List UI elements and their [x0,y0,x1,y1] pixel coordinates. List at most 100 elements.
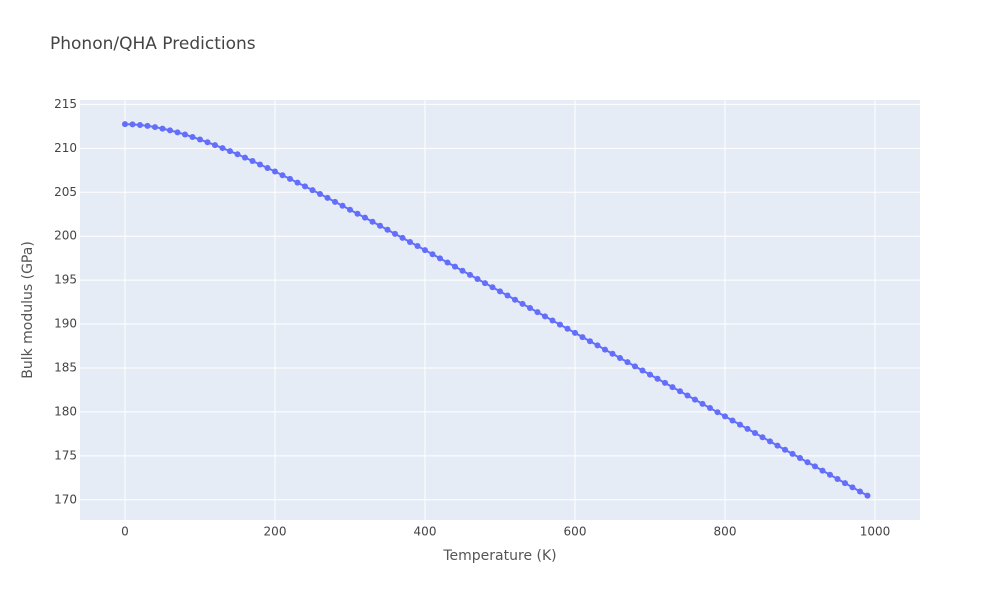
x-axis-title: Temperature (K) [442,548,556,564]
point [429,251,436,258]
grid [80,100,920,520]
point [647,371,653,378]
point [459,267,466,274]
point [354,210,361,217]
point [602,346,608,353]
y-tick-label: 195 [54,273,77,287]
point [294,179,301,186]
point [467,271,473,278]
point [654,375,661,382]
point [549,317,556,324]
y-tick-label: 190 [54,317,77,331]
y-tick-label: 185 [54,360,77,374]
point [137,121,143,128]
point [864,492,871,499]
point [197,136,203,143]
point [699,400,706,407]
y-tick-label: 205 [54,185,77,199]
point [617,354,623,361]
x-tick-label: 400 [414,525,437,539]
point [332,198,338,205]
point [122,121,128,128]
point [819,467,826,474]
point [144,122,151,129]
point [399,234,406,241]
point [752,430,758,437]
point [497,288,503,295]
point [572,329,578,336]
point [437,255,443,262]
point [827,471,833,478]
point [624,359,631,366]
point [369,218,376,225]
point [129,121,136,128]
point [797,455,803,462]
point [174,129,181,136]
point [767,438,773,445]
point [219,145,226,152]
point [504,292,511,299]
point [227,148,233,155]
point [707,404,713,411]
y-tick-label: 170 [54,492,77,506]
point [152,124,158,131]
y-tick-label: 180 [54,404,77,418]
point [309,187,316,194]
point [774,442,781,449]
point [632,363,638,370]
y-tick-label: 215 [54,97,77,111]
x-tick-label: 600 [564,525,587,539]
y-tick-label: 200 [54,229,77,243]
point [159,125,166,132]
point [377,222,383,229]
point [842,480,848,487]
point [542,313,548,320]
point [812,463,818,470]
plot-area [80,100,920,520]
point [782,446,788,453]
y-tick-label: 210 [54,141,77,155]
point [609,350,616,357]
point [362,214,368,221]
point [527,304,533,311]
x-tick-label: 800 [714,525,737,539]
point [669,384,676,391]
point [587,338,593,345]
point [317,191,323,198]
x-tick-label: 0 [121,525,129,539]
point [204,139,211,146]
point [422,247,428,254]
point [392,230,398,237]
point [579,334,586,341]
point [444,259,451,266]
point [684,392,691,399]
point [714,409,721,416]
marks [122,121,871,499]
point [834,475,841,482]
point [737,421,743,428]
point [662,379,668,386]
point [264,165,271,172]
point [564,325,571,332]
x-tick-label: 1000 [860,525,891,539]
point [729,417,736,424]
point [189,133,196,140]
x-tick-label: 200 [264,525,287,539]
point [857,488,863,495]
point [722,413,728,420]
point [557,321,563,328]
point [384,226,391,233]
point [287,175,293,182]
point [324,194,331,201]
point [474,275,481,282]
point [167,127,173,134]
point [534,309,541,316]
point [744,425,751,432]
point [519,300,526,307]
y-tick-label: 175 [54,448,77,462]
point [234,151,241,158]
point [279,172,286,179]
point [242,154,248,161]
